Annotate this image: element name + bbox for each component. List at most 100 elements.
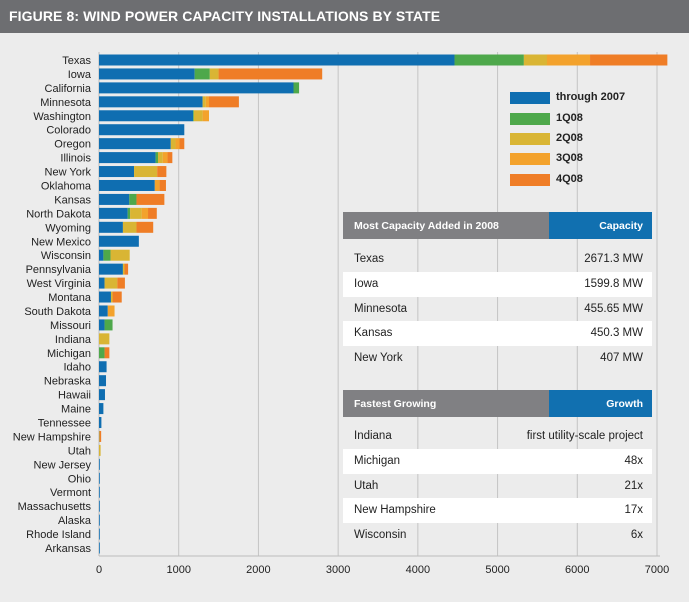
value: 6x [630, 529, 643, 542]
growth-table: Fastest Growing Growth Indiana first util… [343, 390, 652, 548]
bar-segment [546, 54, 591, 66]
category-label: West Virginia [27, 278, 92, 290]
bar-segment [99, 263, 123, 275]
category-label: Maine [61, 404, 91, 416]
bar-segment [110, 249, 130, 261]
bar-segment [99, 319, 105, 331]
bar-segment [99, 82, 294, 94]
category-label: Idaho [63, 362, 91, 374]
category-label: Utah [68, 445, 91, 457]
bar-segment [99, 361, 107, 373]
bar-segment [136, 221, 154, 233]
bar-segment [99, 528, 100, 540]
value: first utility-scale project [526, 430, 643, 442]
bar-segment [103, 249, 111, 261]
bar-segment [134, 166, 158, 178]
x-tick-label: 1000 [166, 564, 190, 576]
bar-segment [154, 179, 160, 191]
bar-segment [136, 193, 165, 205]
bar-segment [104, 277, 118, 289]
state: Iowa [354, 277, 379, 290]
value: 455.65 MW [584, 302, 643, 315]
table-row: Iowa 1599.8 MW [343, 271, 652, 297]
value: 2671.3 MW [584, 253, 643, 265]
bar-segment [124, 263, 129, 275]
bar-segment [99, 430, 102, 442]
bar-segment [99, 221, 123, 233]
bar-segment [99, 277, 105, 289]
bar-segment [99, 249, 104, 261]
bar-segment [141, 207, 149, 219]
bar-segment [122, 221, 137, 233]
growth-table-header: Fastest Growing Growth [343, 390, 652, 417]
bar-segment [122, 263, 125, 275]
category-label: Alaska [58, 515, 92, 527]
state: Michigan [354, 454, 401, 467]
legend-swatch [510, 153, 550, 165]
bar-segment [175, 138, 180, 150]
state: New York [354, 352, 403, 365]
state: Minnesota [354, 302, 408, 315]
bar-segment [99, 179, 155, 191]
bar-segment [99, 305, 108, 317]
bar-segment [99, 235, 139, 247]
bar-segment [99, 430, 100, 442]
bar-segment [99, 486, 100, 498]
bar-segment [99, 417, 102, 429]
category-label: Vermont [50, 487, 91, 499]
category-label: Tennessee [38, 418, 91, 430]
category-label: California [45, 83, 92, 95]
bar-segment [157, 152, 163, 164]
capacity-table: Most Capacity Added in 2008 Capacity Tex… [343, 212, 652, 371]
category-label: Pennsylvania [26, 264, 92, 276]
state: New Hampshire [354, 504, 436, 517]
category-label: Nebraska [44, 376, 92, 388]
bar-segment [99, 110, 194, 122]
header-value: Growth [549, 390, 652, 417]
category-label: Texas [62, 55, 91, 67]
table-row: Wisconsin 6x [343, 523, 652, 548]
category-label: South Dakota [24, 306, 92, 318]
bar-segment [155, 152, 158, 164]
bar-segment [167, 152, 173, 164]
header-label: Fastest Growing [354, 398, 437, 410]
header-value: Capacity [549, 212, 652, 239]
header-label: Most Capacity Added in 2008 [354, 220, 499, 232]
category-label: Rhode Island [26, 529, 91, 541]
legend-label: 2Q08 [556, 132, 583, 144]
table-row: Indiana first utility-scale project [343, 424, 652, 449]
bar-segment [99, 207, 128, 219]
capacity-table-header: Most Capacity Added in 2008 Capacity [343, 212, 652, 239]
bar-segment [99, 166, 135, 178]
state: Kansas [354, 327, 393, 340]
bar-segment [194, 68, 210, 80]
bar-segment [523, 54, 547, 66]
category-label: New Hampshire [13, 431, 91, 443]
bar-segment [130, 207, 142, 219]
category-label: Oklahoma [41, 180, 92, 192]
legend-label: 1Q08 [556, 112, 583, 124]
value: 21x [624, 479, 643, 492]
category-label: North Dakota [26, 208, 92, 220]
bar-segment [454, 54, 524, 66]
bar-segment [193, 110, 194, 122]
bar-segment [209, 96, 239, 108]
legend-label: 3Q08 [556, 152, 583, 164]
bar-segment [129, 193, 137, 205]
figure-title: FIGURE 8: WIND POWER CAPACITY INSTALLATI… [0, 0, 689, 33]
legend-swatch [510, 92, 550, 104]
state: Indiana [354, 430, 392, 442]
bar-segment [205, 96, 210, 108]
bar-segment [157, 166, 167, 178]
category-label: Kansas [54, 194, 91, 206]
bar-segment [99, 124, 185, 136]
category-label: New Jersey [34, 459, 92, 471]
bar-segment [99, 542, 100, 554]
bar-segment [293, 82, 300, 94]
bar-segment [148, 207, 157, 219]
bar-segment [218, 68, 323, 80]
category-label: Minnesota [40, 97, 92, 109]
bar-segment [99, 514, 100, 526]
category-label: Massachusetts [18, 501, 92, 513]
